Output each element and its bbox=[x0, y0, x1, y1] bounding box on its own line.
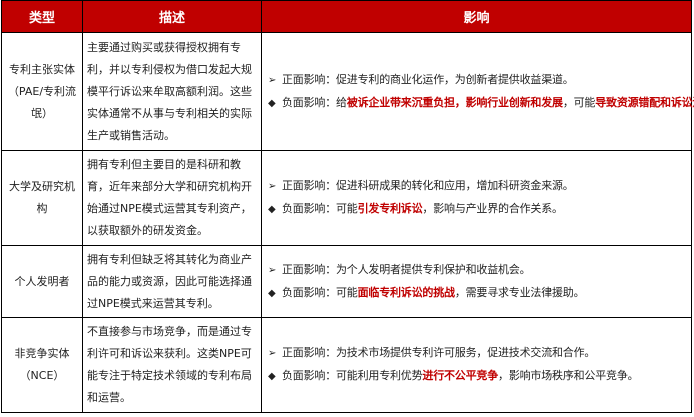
type-cell: 非竞争实体 （NCE） bbox=[1, 317, 83, 413]
header-description: 描述 bbox=[82, 0, 262, 33]
impact-text: 正面影响：促进科研成果的转化和应用，增加科研资金来源。 bbox=[282, 179, 574, 192]
description-cell: 不直接参与市场竞争，而是通过专利许可和诉讼来获利。这类NPE可能专注于特定技术领… bbox=[82, 317, 262, 413]
diamond-bullet-icon: ◆ bbox=[268, 204, 276, 215]
impact-text: ，可能 bbox=[562, 95, 596, 109]
table-row: 专利主张实体 （PAE/专利流氓） 主要通过购买或获得授权拥有专利，并以专利侵权为… bbox=[1, 32, 694, 151]
highlighted-text: 引发专利诉讼 bbox=[357, 202, 423, 215]
type-label: 非竞争实体 bbox=[14, 347, 70, 360]
impact-text: ，影响与产业界的合作关系。 bbox=[422, 202, 563, 215]
impact-text: 负面影响：可能利用专利优势 bbox=[282, 369, 423, 382]
positive-impact: ➢ 正面影响：促进科研成果的转化和应用，增加科研资金来源。 bbox=[268, 175, 687, 198]
impact-cell: ➢ 正面影响：促进专利的商业化运作，为创新者提供收益渠道。 ◆ 负面影响：给被诉企业… bbox=[261, 32, 694, 151]
impact-text: 负面影响：给 bbox=[282, 95, 347, 109]
description-cell: 拥有专利但缺乏将其转化为商业产品的能力或资源，因此可能选择通过NPE模式来运营其… bbox=[82, 245, 262, 318]
arrow-bullet-icon: ➢ bbox=[268, 74, 277, 86]
impact-text: 正面影响：为个人发明者提供专利保护和收益机会。 bbox=[282, 262, 531, 276]
positive-impact: ➢ 正面影响：促进专利的商业化运作，为创新者提供收益渠道。 bbox=[268, 69, 687, 92]
header-type: 类型 bbox=[1, 0, 83, 33]
diamond-bullet-icon: ◆ bbox=[268, 97, 276, 109]
type-label: 专利主张实体 bbox=[9, 62, 75, 76]
highlighted-text: 导致资源错配和诉讼泛滥 bbox=[595, 95, 694, 109]
negative-impact: ◆ 负面影响：可能利用专利优势进行不公平竞争，影响市场秩序和公平竞争。 bbox=[268, 365, 687, 388]
impact-cell: ➢ 正面影响：为技术市场提供专利许可服务，促进技术交流和合作。 ◆ 负面影响：可能利… bbox=[261, 317, 692, 413]
impact-cell: ➢ 正面影响：为个人发明者提供专利保护和收益机会。 ◆ 负面影响：可能面临专利诉讼的… bbox=[261, 245, 692, 318]
table-row: 大学及研究机构 拥有专利但主要目的是科研和教育，近年来部分大学和研究机构开始通过… bbox=[1, 150, 692, 246]
header-row: 类型 描述 影响 bbox=[1, 0, 692, 33]
table-row: 非竞争实体 （NCE） 不直接参与市场竞争，而是通过专利许可和诉讼来获利。这类NP… bbox=[1, 317, 692, 413]
description-cell: 主要通过购买或获得授权拥有专利，并以专利侵权为借口发起大规模平行诉讼来牟取高额利… bbox=[82, 32, 262, 151]
highlighted-text: 面临专利诉讼的挑战 bbox=[357, 285, 455, 299]
impact-text: 负面影响：可能 bbox=[282, 202, 358, 215]
arrow-bullet-icon: ➢ bbox=[268, 264, 277, 276]
type-cell: 专利主张实体 （PAE/专利流氓） bbox=[1, 32, 83, 151]
negative-impact: ◆ 负面影响：可能引发专利诉讼，影响与产业界的合作关系。 bbox=[268, 198, 687, 221]
type-cell: 大学及研究机构 bbox=[1, 150, 83, 246]
negative-impact: ◆ 负面影响：给被诉企业带来沉重负担，影响行业创新和发展，可能导致资源错配和诉讼泛… bbox=[268, 92, 694, 115]
arrow-bullet-icon: ➢ bbox=[268, 181, 277, 192]
impact-text: 负面影响：可能 bbox=[282, 285, 358, 299]
type-label: 大学及研究机构 bbox=[9, 180, 75, 215]
diamond-bullet-icon: ◆ bbox=[268, 287, 276, 299]
highlighted-text: 进行不公平竞争 bbox=[422, 369, 499, 382]
table-row: 个人发明者 拥有专利但缺乏将其转化为商业产品的能力或资源，因此可能选择通过NPE… bbox=[1, 245, 692, 318]
header-impact: 影响 bbox=[261, 0, 692, 33]
impact-text: ，影响市场秩序和公平竞争。 bbox=[498, 369, 639, 382]
highlighted-text: 被诉企业带来沉重负担，影响行业创新和发展 bbox=[346, 95, 563, 109]
type-cell: 个人发明者 bbox=[1, 245, 83, 318]
impact-text: 正面影响：为技术市场提供专利许可服务，促进技术交流和合作。 bbox=[282, 346, 596, 359]
positive-impact: ➢ 正面影响：为技术市场提供专利许可服务，促进技术交流和合作。 bbox=[268, 342, 687, 365]
impact-cell: ➢ 正面影响：促进科研成果的转化和应用，增加科研资金来源。 ◆ 负面影响：可能引发专… bbox=[261, 150, 692, 246]
type-label: （NCE） bbox=[19, 369, 65, 382]
impact-text: ，需要寻求专业法律援助。 bbox=[454, 285, 585, 299]
type-label: （PAE/专利流氓） bbox=[7, 84, 77, 120]
positive-impact: ➢ 正面影响：为个人发明者提供专利保护和收益机会。 bbox=[268, 259, 687, 282]
description-cell: 拥有专利但主要目的是科研和教育，近年来部分大学和研究机构开始通过NPE模式运营其… bbox=[82, 150, 262, 246]
diamond-bullet-icon: ◆ bbox=[268, 371, 276, 382]
arrow-bullet-icon: ➢ bbox=[268, 348, 277, 359]
impact-text: 正面影响：促进专利的商业化运作，为创新者提供收益渠道。 bbox=[282, 72, 574, 86]
negative-impact: ◆ 负面影响：可能面临专利诉讼的挑战，需要寻求专业法律援助。 bbox=[268, 282, 687, 305]
type-label: 个人发明者 bbox=[14, 274, 70, 288]
